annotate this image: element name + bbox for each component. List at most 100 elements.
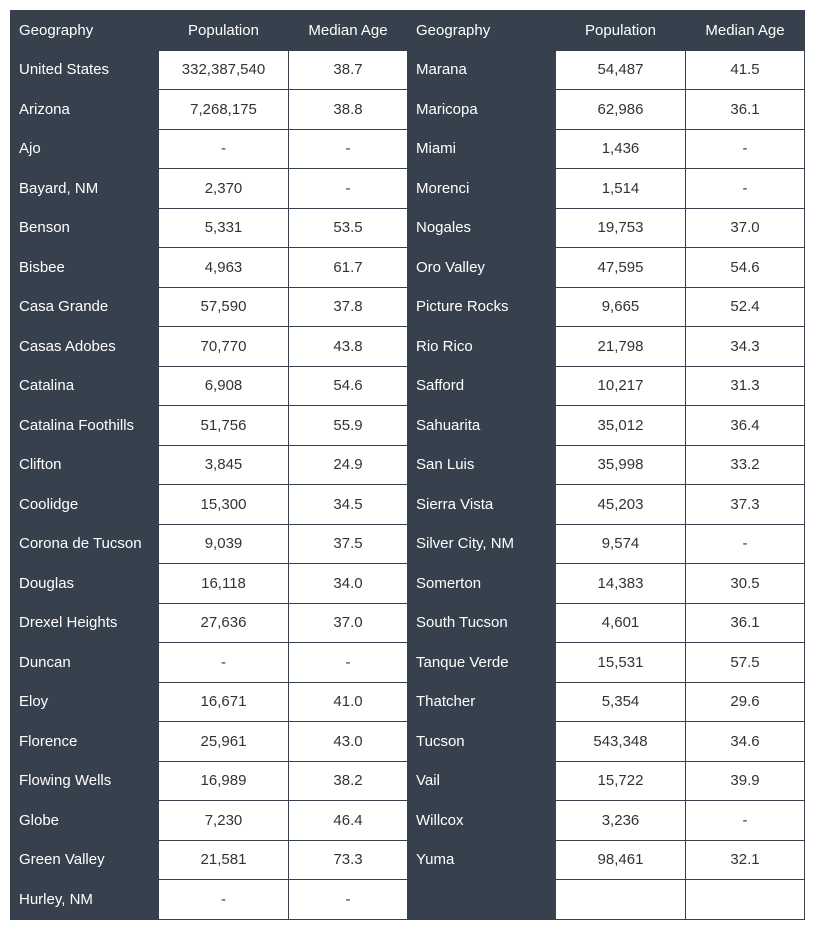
population-cell: 98,461 (556, 840, 686, 880)
col-population-2: Population (556, 11, 686, 51)
population-cell: 27,636 (159, 603, 289, 643)
median-age-cell: - (289, 169, 408, 209)
geography-cell: San Luis (408, 445, 556, 485)
median-age-cell: 29.6 (686, 682, 805, 722)
geography-cell: Clifton (11, 445, 159, 485)
population-cell: - (159, 880, 289, 920)
population-cell: 21,798 (556, 327, 686, 367)
table-row: Globe7,23046.4Willcox3,236- (11, 801, 805, 841)
population-cell: 45,203 (556, 485, 686, 525)
population-cell: 62,986 (556, 90, 686, 130)
median-age-cell: - (686, 524, 805, 564)
median-age-cell: - (289, 880, 408, 920)
geography-cell: Silver City, NM (408, 524, 556, 564)
median-age-cell: - (289, 129, 408, 169)
geography-cell: Ajo (11, 129, 159, 169)
median-age-cell (686, 880, 805, 920)
median-age-cell: 43.0 (289, 722, 408, 762)
table-row: Eloy16,67141.0Thatcher5,35429.6 (11, 682, 805, 722)
median-age-cell: 34.0 (289, 564, 408, 604)
median-age-cell: - (686, 169, 805, 209)
table-row: Corona de Tucson9,03937.5Silver City, NM… (11, 524, 805, 564)
median-age-cell: 31.3 (686, 366, 805, 406)
population-cell: 54,487 (556, 50, 686, 90)
geography-cell: Thatcher (408, 682, 556, 722)
geography-cell: Arizona (11, 90, 159, 130)
table-row: Bayard, NM2,370-Morenci1,514- (11, 169, 805, 209)
table-row: Catalina Foothills51,75655.9Sahuarita35,… (11, 406, 805, 446)
geography-cell: Casas Adobes (11, 327, 159, 367)
table-row: Casas Adobes70,77043.8Rio Rico21,79834.3 (11, 327, 805, 367)
population-cell: 47,595 (556, 248, 686, 288)
median-age-cell: 73.3 (289, 840, 408, 880)
geography-cell: Willcox (408, 801, 556, 841)
population-cell: 7,230 (159, 801, 289, 841)
geography-cell: Globe (11, 801, 159, 841)
population-cell: 9,665 (556, 287, 686, 327)
population-cell: 57,590 (159, 287, 289, 327)
geography-cell: Sierra Vista (408, 485, 556, 525)
col-median-age-1: Median Age (289, 11, 408, 51)
geography-cell: Somerton (408, 564, 556, 604)
median-age-cell: 54.6 (686, 248, 805, 288)
population-cell: 4,963 (159, 248, 289, 288)
population-cell: 3,236 (556, 801, 686, 841)
median-age-cell: 30.5 (686, 564, 805, 604)
geography-cell: Catalina Foothills (11, 406, 159, 446)
table-row: United States332,387,54038.7Marana54,487… (11, 50, 805, 90)
geography-cell: Tanque Verde (408, 643, 556, 683)
population-cell: 9,574 (556, 524, 686, 564)
geography-cell: Hurley, NM (11, 880, 159, 920)
table-row: Bisbee4,96361.7Oro Valley47,59554.6 (11, 248, 805, 288)
table-header: Geography Population Median Age Geograph… (11, 11, 805, 51)
geography-cell: Green Valley (11, 840, 159, 880)
median-age-cell: 38.8 (289, 90, 408, 130)
population-cell: 25,961 (159, 722, 289, 762)
geography-cell: United States (11, 50, 159, 90)
geography-cell: Rio Rico (408, 327, 556, 367)
geography-cell: Marana (408, 50, 556, 90)
table-row: Clifton3,84524.9San Luis35,99833.2 (11, 445, 805, 485)
geography-cell: Bisbee (11, 248, 159, 288)
median-age-cell: 37.8 (289, 287, 408, 327)
population-cell: 70,770 (159, 327, 289, 367)
median-age-cell: 36.4 (686, 406, 805, 446)
population-cell: 9,039 (159, 524, 289, 564)
median-age-cell: - (686, 801, 805, 841)
population-cell: 332,387,540 (159, 50, 289, 90)
geography-cell: Morenci (408, 169, 556, 209)
table-row: Drexel Heights27,63637.0South Tucson4,60… (11, 603, 805, 643)
population-cell: 35,012 (556, 406, 686, 446)
population-cell: 2,370 (159, 169, 289, 209)
geography-cell: Bayard, NM (11, 169, 159, 209)
table-row: Arizona7,268,17538.8Maricopa62,98636.1 (11, 90, 805, 130)
median-age-cell: 24.9 (289, 445, 408, 485)
median-age-cell: 54.6 (289, 366, 408, 406)
geography-cell: Yuma (408, 840, 556, 880)
table-row: Casa Grande57,59037.8Picture Rocks9,6655… (11, 287, 805, 327)
geography-cell: Douglas (11, 564, 159, 604)
demographics-table: Geography Population Median Age Geograph… (10, 10, 805, 920)
median-age-cell: 36.1 (686, 90, 805, 130)
median-age-cell: 37.0 (686, 208, 805, 248)
geography-cell: Safford (408, 366, 556, 406)
population-cell: 3,845 (159, 445, 289, 485)
geography-cell: Benson (11, 208, 159, 248)
table-row: Catalina6,90854.6Safford10,21731.3 (11, 366, 805, 406)
median-age-cell: 39.9 (686, 761, 805, 801)
geography-cell: Coolidge (11, 485, 159, 525)
geography-cell: Casa Grande (11, 287, 159, 327)
population-cell: 1,514 (556, 169, 686, 209)
geography-cell: Duncan (11, 643, 159, 683)
geography-cell: Oro Valley (408, 248, 556, 288)
table-row: Benson5,33153.5Nogales19,75337.0 (11, 208, 805, 248)
population-cell: 16,118 (159, 564, 289, 604)
population-cell: 16,989 (159, 761, 289, 801)
population-cell: 543,348 (556, 722, 686, 762)
population-cell: 16,671 (159, 682, 289, 722)
median-age-cell: 38.2 (289, 761, 408, 801)
population-cell: 4,601 (556, 603, 686, 643)
geography-cell: Drexel Heights (11, 603, 159, 643)
population-cell: 15,300 (159, 485, 289, 525)
geography-cell: Sahuarita (408, 406, 556, 446)
